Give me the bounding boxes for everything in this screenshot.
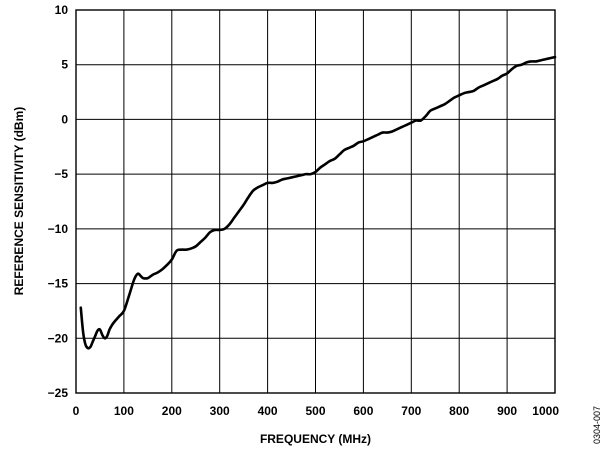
y-tick-label: −20 bbox=[48, 331, 69, 345]
x-tick-labels: 0 100 200 300 400 500 600 700 800 900 1000 bbox=[73, 404, 560, 418]
x-tick-label: 600 bbox=[353, 404, 373, 418]
x-tick-label: 800 bbox=[449, 404, 469, 418]
y-tick-label: −25 bbox=[48, 386, 69, 400]
x-tick-label: 1000 bbox=[532, 404, 559, 418]
x-tick-label: 200 bbox=[162, 404, 182, 418]
figure-id: 0304-007 bbox=[592, 406, 602, 444]
series-line-sensitivity bbox=[79, 55, 557, 350]
x-tick-label: 300 bbox=[210, 404, 230, 418]
grid-lines bbox=[75, 9, 556, 394]
x-tick-label: 500 bbox=[305, 404, 325, 418]
x-tick-label: 700 bbox=[401, 404, 421, 418]
x-axis-label: FREQUENCY (MHz) bbox=[260, 432, 371, 446]
x-tick-label: 0 bbox=[73, 404, 80, 418]
y-tick-labels: 10 5 0 −5 −10 −15 −20 −25 bbox=[48, 3, 69, 400]
plot-frame bbox=[75, 9, 556, 394]
y-tick-label: 10 bbox=[55, 3, 69, 17]
y-tick-label: −10 bbox=[48, 222, 69, 236]
y-tick-label: −15 bbox=[48, 277, 69, 291]
y-axis-label: REFERENCE SENSITIVITY (dBm) bbox=[12, 107, 26, 295]
x-tick-label: 100 bbox=[114, 404, 134, 418]
y-tick-label: 5 bbox=[61, 58, 68, 72]
y-tick-label: 0 bbox=[61, 112, 68, 126]
x-tick-label: 900 bbox=[497, 404, 517, 418]
y-tick-label: −5 bbox=[54, 167, 68, 181]
x-tick-label: 400 bbox=[258, 404, 278, 418]
